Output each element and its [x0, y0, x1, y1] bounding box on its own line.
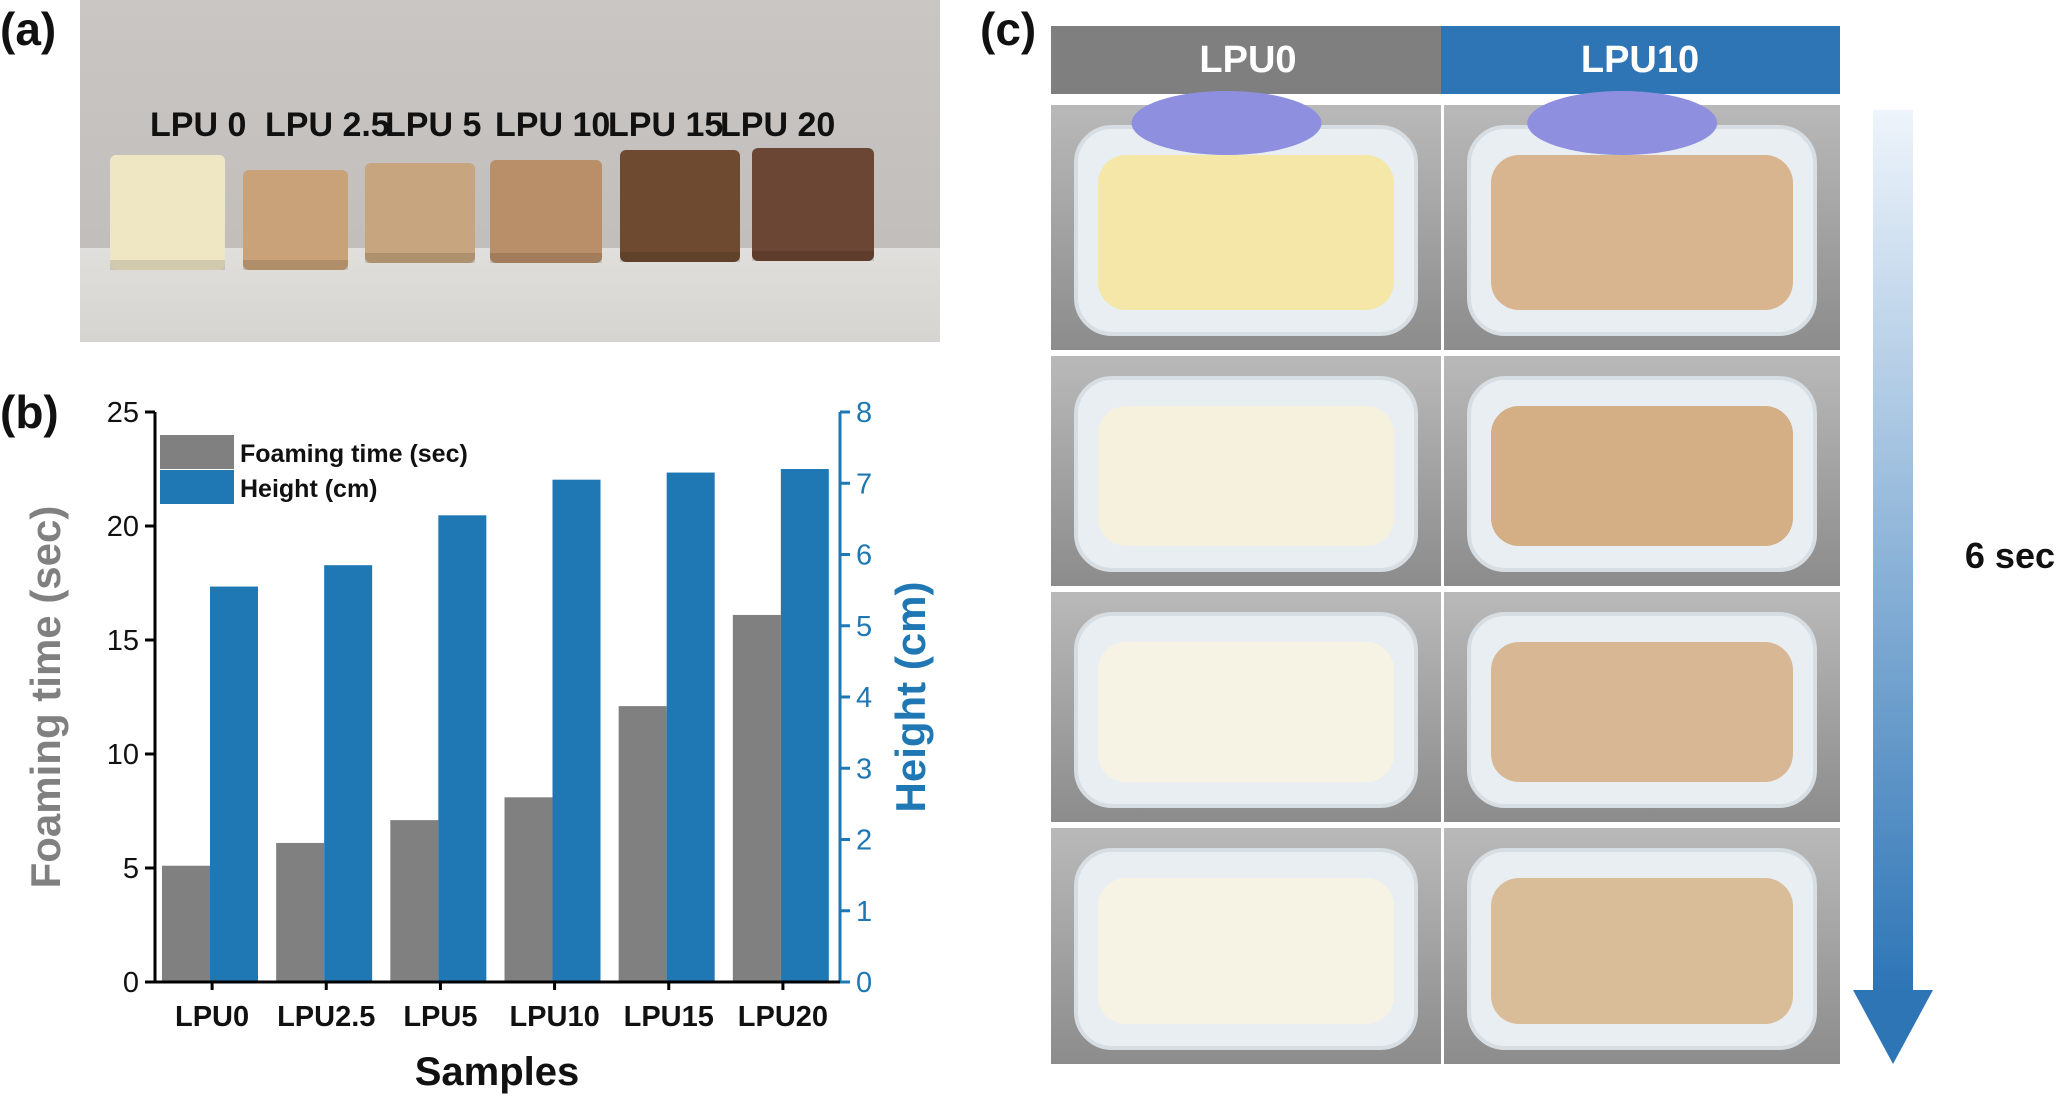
bar-foaming-time	[162, 865, 210, 982]
sample-label: LPU 10	[495, 106, 610, 144]
foam-sample-shadow	[490, 253, 602, 263]
foaming-bar-chart: 0 5 10 15 20 25 0 1 2 3 4 5 6 7 8 LPU0 LPU2.5 LPU5 LPU10…	[22, 397, 934, 1094]
foam-fill	[1098, 406, 1394, 546]
chart-legend: Foaming time (sec) Height (cm)	[160, 435, 468, 504]
timelapse-photo	[1051, 356, 1441, 586]
y-axis-title: Foaming time (sec)	[22, 506, 69, 889]
legend-label-height: Height (cm)	[240, 475, 378, 503]
x-tick-label: LPU2.5	[277, 1001, 375, 1033]
sample-label: LPU 5	[385, 106, 481, 144]
foam-sample-shadow	[620, 252, 740, 262]
legend-swatch-foaming-time	[160, 435, 234, 469]
bar-height	[780, 469, 829, 982]
bar-height	[324, 565, 373, 982]
y2-tick-label: 0	[856, 967, 872, 999]
foam-sample-shadow	[365, 253, 475, 263]
bar-height	[438, 515, 487, 982]
bar-height	[552, 479, 601, 982]
panel-b-label: (b)	[0, 386, 59, 438]
timelapse-photo	[1051, 828, 1441, 1064]
sample-label: LPU 0	[150, 106, 246, 144]
foam-sample-cube	[490, 160, 602, 263]
y2-tick-label: 5	[856, 611, 872, 643]
timelapse-photo	[1444, 91, 1840, 350]
column-header-lpu10	[1441, 26, 1840, 94]
column-header-lpu10-label: LPU10	[1581, 39, 1699, 81]
sample-photo-panel: LPU 0 LPU 2.5 LPU 5 LPU 10 LPU 15 LPU 20	[80, 0, 1060, 342]
foaming-chart-panel: 0 5 10 15 20 25 0 1 2 3 4 5 6 7 8 LPU0 LPU2.5 LPU5 LPU10…	[0, 385, 1000, 1104]
time-arrow-shaft	[1873, 110, 1913, 990]
sample-label: LPU 15	[608, 106, 723, 144]
foaming-timelapse-panel: LPU0 LPU10 6 sec	[1040, 0, 2059, 1104]
time-arrow	[1853, 110, 1933, 1064]
sample-label: LPU 2.5	[265, 106, 390, 144]
column-header-lpu0-label: LPU0	[1199, 39, 1296, 81]
timelapse-photo	[1444, 356, 1840, 586]
x-tick-label: LPU5	[403, 1001, 477, 1033]
y-tick-label: 0	[123, 967, 139, 999]
bar-foaming-time	[504, 797, 553, 982]
y2-tick-label: 6	[856, 540, 872, 572]
x-tick-label: LPU0	[175, 1001, 249, 1033]
timelapse-grid: LPU0 LPU10 6 sec	[1051, 26, 2055, 1064]
y2-tick-label: 4	[856, 682, 872, 714]
panel-c-label: (c)	[980, 3, 1037, 55]
bar-foaming-time	[390, 820, 439, 982]
foam-fill	[1491, 642, 1793, 782]
y2-axis-title: Height (cm)	[887, 582, 934, 813]
timelapse-photo	[1444, 592, 1840, 822]
legend-label-foaming-time: Foaming time (sec)	[240, 440, 468, 468]
panel-a-label: (a)	[0, 3, 57, 55]
sample-label: LPU 20	[720, 106, 835, 144]
y2-tick-label: 3	[856, 753, 872, 785]
foam-sample-shadow	[752, 251, 874, 261]
gloved-hand	[1131, 91, 1322, 155]
bar-height	[210, 586, 258, 982]
y-tick-label: 10	[107, 739, 139, 771]
foam-sample-cube	[110, 155, 225, 270]
y-tick-label: 5	[123, 853, 139, 885]
x-axis-title: Samples	[415, 1050, 580, 1094]
foam-fill	[1491, 155, 1793, 310]
bar-foaming-time	[276, 842, 325, 982]
elapsed-time-label: 6 sec	[1965, 535, 2055, 576]
foam-sample-cube	[752, 148, 874, 261]
y-tick-label: 15	[107, 625, 139, 657]
y2-tick-label: 2	[856, 825, 872, 857]
foam-sample-shadow	[243, 260, 348, 270]
timelapse-photo	[1051, 91, 1441, 350]
foam-sample-cube	[243, 170, 348, 270]
y2-tick-label: 7	[856, 468, 872, 500]
gloved-hand	[1527, 91, 1718, 155]
foam-fill	[1098, 878, 1394, 1024]
timelapse-photo	[1444, 828, 1840, 1064]
bar-height	[666, 472, 715, 982]
foam-fill	[1098, 155, 1394, 310]
foam-sample-shadow	[110, 260, 225, 270]
y2-tick-label: 1	[856, 896, 872, 928]
foam-sample-cube	[620, 150, 740, 262]
foam-fill	[1491, 406, 1793, 546]
legend-swatch-height	[160, 470, 234, 504]
timelapse-photo	[1051, 592, 1441, 822]
foam-sample-cube	[365, 163, 475, 263]
y2-tick-label: 8	[856, 397, 872, 429]
foam-fill	[1098, 642, 1394, 782]
time-arrow-head	[1853, 990, 1933, 1064]
bar-foaming-time	[732, 614, 781, 982]
x-tick-label: LPU15	[624, 1001, 714, 1033]
bar-foaming-time	[618, 706, 667, 982]
x-tick-label: LPU10	[509, 1001, 599, 1033]
y-tick-label: 20	[107, 511, 139, 543]
x-tick-label: LPU20	[738, 1001, 828, 1033]
column-header-lpu0	[1051, 26, 1445, 94]
y-tick-label: 25	[107, 397, 139, 429]
foam-fill	[1491, 878, 1793, 1024]
